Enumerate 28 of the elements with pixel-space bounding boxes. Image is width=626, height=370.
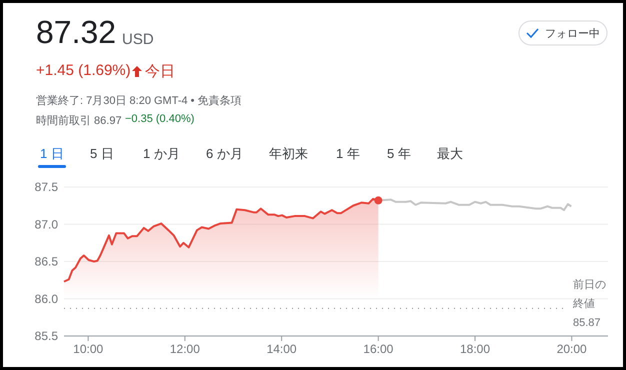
- annotation: 1 日: [40, 145, 64, 163]
- ytick: 87.0: [34, 217, 58, 232]
- xtick: 18:00: [460, 342, 490, 356]
- annotation: フォロー中: [545, 27, 600, 41]
- annotation: 時間前取引 86.97: [36, 114, 122, 128]
- annotation: −0.35 (0.40%): [125, 113, 194, 125]
- annotation: 5 日: [90, 145, 114, 163]
- subtitle: USD: [122, 31, 154, 48]
- ref-label: 前日の終値 85.87: [573, 278, 607, 332]
- xtick: 20:00: [556, 342, 587, 356]
- annotation: 1 年: [336, 145, 360, 163]
- annotation: 今日: [145, 62, 175, 81]
- annotation: 6 か月: [206, 145, 243, 163]
- annotation: 年初来: [269, 145, 308, 163]
- annotation: +1.45 (1.69%): [36, 62, 131, 79]
- xtick: 10:00: [73, 342, 104, 356]
- xtick: 14:00: [266, 342, 297, 356]
- annotation: 5 年: [387, 145, 411, 163]
- title: 87.32: [36, 14, 116, 51]
- ytick: 85.5: [34, 329, 58, 343]
- annotation: 営業終了: 7月30日 8:20 GMT-4 • 免責条項: [36, 94, 242, 108]
- xtick: 12:00: [170, 342, 200, 356]
- ytick: 86.5: [34, 254, 58, 268]
- annotation: 最大: [437, 145, 463, 163]
- annotation: 1 か月: [143, 145, 180, 163]
- ytick: 86.0: [34, 292, 58, 306]
- ytick: 87.5: [34, 180, 58, 194]
- xtick: 16:00: [363, 342, 394, 356]
